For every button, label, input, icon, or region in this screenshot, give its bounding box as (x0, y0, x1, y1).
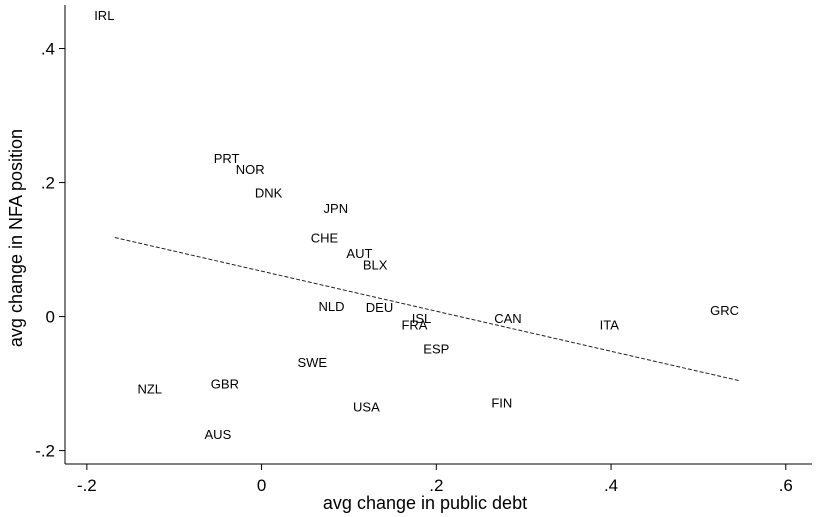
point-label-aut: AUT (346, 246, 372, 261)
point-label-prt: PRT (214, 151, 240, 166)
point-label-dnk: DNK (255, 186, 283, 201)
point-label-aus: AUS (205, 427, 232, 442)
y-tick-label: .4 (41, 40, 55, 59)
x-axis-title: avg change in public debt (323, 493, 527, 513)
point-label-swe: SWE (297, 355, 327, 370)
x-ticks: -.2 0 .2 .4 .6 (77, 464, 793, 495)
y-tick-label: -.2 (35, 442, 55, 461)
point-label-ita: ITA (600, 318, 620, 333)
axes (64, 5, 812, 465)
x-tick-label: .6 (779, 476, 793, 495)
point-label-esp: ESP (423, 342, 449, 357)
point-label-nor: NOR (236, 162, 265, 177)
point-label-nld: NLD (318, 299, 344, 314)
point-label-grc: GRC (710, 303, 739, 318)
x-tick-label: -.2 (77, 476, 97, 495)
y-axis-title: avg change in NFA position (6, 129, 26, 347)
point-label-irl: IRL (94, 8, 114, 23)
y-tick-label: 0 (46, 308, 55, 327)
point-label-deu: DEU (366, 300, 393, 315)
x-tick-label: .2 (429, 476, 443, 495)
fit-line (114, 237, 741, 382)
point-label-can: CAN (494, 311, 521, 326)
y-tick-label: .2 (41, 174, 55, 193)
point-label-usa: USA (353, 399, 380, 414)
point-label-nzl: NZL (137, 381, 162, 396)
x-tick-label: .4 (604, 476, 618, 495)
point-label-isl: ISL (412, 311, 432, 326)
y-ticks: -.2 0 .2 .4 (35, 40, 65, 461)
point-label-blx: BLX (363, 257, 388, 272)
point-label-gbr: GBR (211, 377, 239, 392)
point-label-fin: FIN (491, 395, 512, 410)
point-label-che: CHE (311, 231, 339, 246)
x-tick-label: 0 (257, 476, 266, 495)
point-label-fra: FRA (401, 318, 427, 333)
fit-line-group (114, 237, 741, 382)
point-label-jpn: JPN (324, 201, 349, 216)
